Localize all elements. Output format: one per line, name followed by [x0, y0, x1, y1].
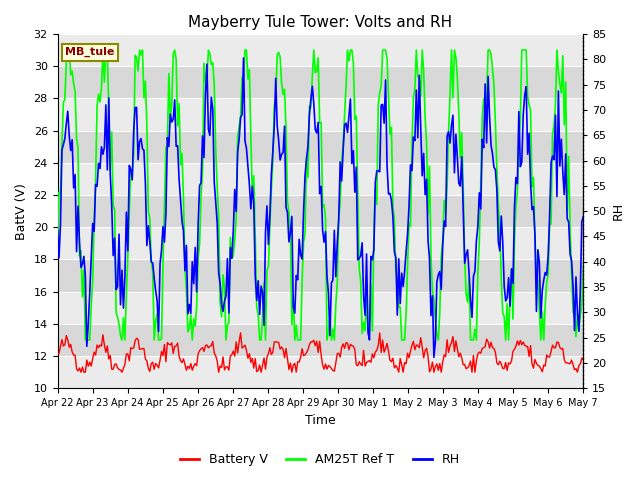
Y-axis label: BattV (V): BattV (V): [15, 183, 28, 240]
Bar: [58, 34, 583, 66]
Bar: [58, 292, 583, 324]
Text: MB_tule: MB_tule: [65, 47, 115, 58]
Bar: [58, 98, 583, 131]
Legend: Battery V, AM25T Ref T, RH: Battery V, AM25T Ref T, RH: [175, 448, 465, 471]
Y-axis label: RH: RH: [612, 202, 625, 220]
Bar: [58, 163, 583, 195]
Title: Mayberry Tule Tower: Volts and RH: Mayberry Tule Tower: Volts and RH: [188, 15, 452, 30]
Bar: [58, 356, 583, 388]
Bar: [58, 227, 583, 260]
X-axis label: Time: Time: [305, 414, 336, 427]
